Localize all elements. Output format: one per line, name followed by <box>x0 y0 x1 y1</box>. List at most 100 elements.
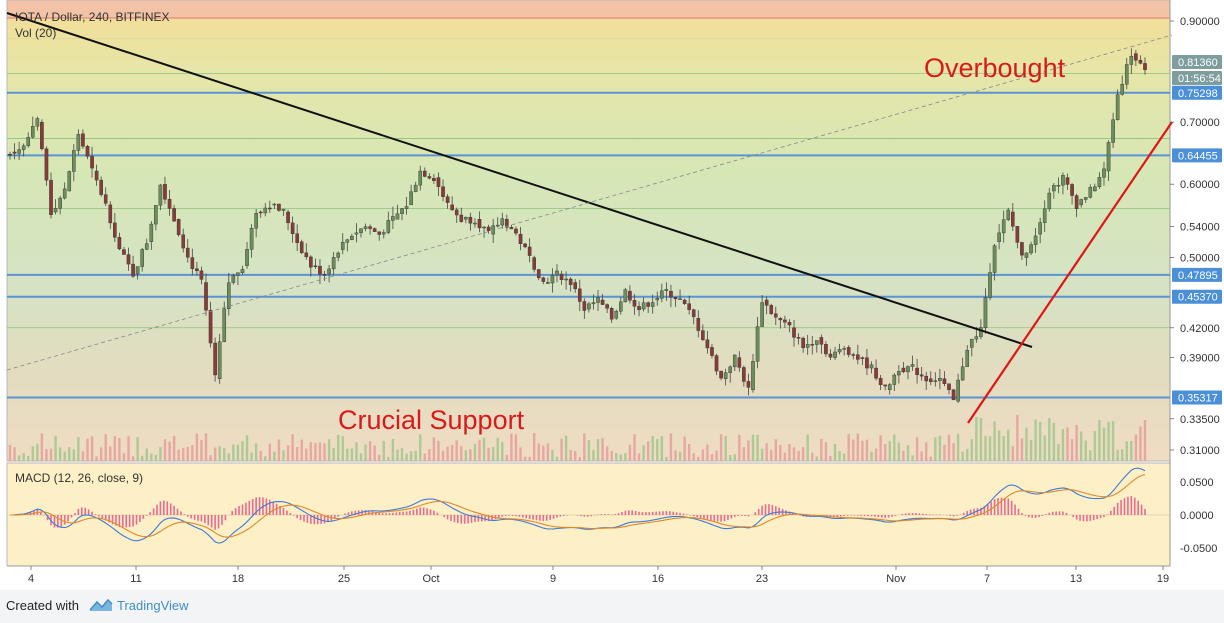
macd-hist-bar <box>1072 515 1075 518</box>
macd-hist-bar <box>77 508 80 515</box>
candle <box>1079 198 1083 208</box>
volume-bar <box>988 436 992 461</box>
macd-hist-bar <box>843 515 845 516</box>
macd-hist-bar <box>891 515 893 517</box>
candle <box>473 218 477 228</box>
volume-bar <box>683 436 686 461</box>
macd-hist-bar <box>508 515 510 516</box>
candle <box>167 190 172 216</box>
support-resistance-lines <box>7 91 1170 399</box>
price-tick-label: 0.39000 <box>1180 353 1220 365</box>
macd-hist-bar <box>333 515 336 519</box>
volume-bar <box>150 453 153 461</box>
volume-bar <box>934 437 937 461</box>
candle <box>272 202 277 209</box>
volume-bar <box>523 456 527 461</box>
volume-bar <box>455 440 458 461</box>
candle <box>664 282 669 301</box>
macd-hist-bar <box>733 515 736 517</box>
candle <box>290 216 295 243</box>
candle <box>363 223 368 232</box>
volume-bar <box>332 447 335 461</box>
candle <box>505 214 509 232</box>
macd-hist-bar <box>952 515 955 517</box>
volume-bar <box>660 436 664 461</box>
volume-bar <box>1134 434 1138 461</box>
volume-bar <box>309 442 313 461</box>
volume-bar <box>1061 428 1065 461</box>
macd-hist-bar <box>788 511 791 515</box>
volume-bar <box>815 456 819 461</box>
candle <box>135 266 140 280</box>
volume-bar <box>1125 441 1128 461</box>
macd-hist-bar <box>207 515 210 526</box>
candle <box>1047 187 1052 212</box>
macd-hist-bar <box>60 515 63 527</box>
volume-bar <box>906 445 910 461</box>
macd-hist-bar <box>963 512 965 515</box>
volume-bar <box>642 445 645 461</box>
volume-bar <box>1057 444 1060 461</box>
candle <box>1056 177 1061 194</box>
macd-hist-bar <box>658 511 661 515</box>
candle <box>536 269 541 281</box>
tradingview-link[interactable]: TradingView <box>117 598 189 613</box>
macd-hist-bar <box>911 512 914 515</box>
volume-bar <box>505 454 509 461</box>
volume-bar <box>314 442 317 461</box>
candle <box>1001 210 1006 243</box>
volume-bar <box>1084 440 1087 461</box>
macd-hist-bar <box>402 511 404 515</box>
price-tick-label: 0.54000 <box>1180 222 1220 234</box>
volume-bar <box>956 433 960 461</box>
volume-bar <box>701 449 705 461</box>
volume-bar <box>177 449 180 461</box>
candle <box>851 352 856 360</box>
macd-hist-bar <box>279 505 281 515</box>
volume-bar <box>163 439 167 461</box>
macd-hist-bar <box>501 515 504 517</box>
volume-bar <box>378 454 381 461</box>
volume-bar <box>838 451 841 461</box>
candle <box>655 291 660 306</box>
macd-hist-bar <box>498 515 500 519</box>
macd-hist-bar <box>436 512 439 515</box>
candle <box>236 272 240 286</box>
candle <box>295 224 299 251</box>
macd-hist-bar <box>699 515 702 519</box>
macd-hist-bar <box>446 515 449 520</box>
volume-bar <box>610 450 613 461</box>
volume-bar <box>191 445 194 461</box>
volume-bar <box>1130 440 1133 461</box>
macd-hist-bar <box>624 510 627 515</box>
candle <box>195 261 199 276</box>
volume-bar <box>592 449 595 461</box>
candle <box>1015 226 1020 249</box>
macd-hist-bar <box>621 511 623 515</box>
candle <box>359 228 363 238</box>
volume-bar <box>236 444 240 461</box>
volume-bar <box>697 456 700 461</box>
volume-bar <box>751 434 755 461</box>
volume-bar <box>724 436 727 461</box>
candle <box>299 239 304 255</box>
macd-hist-bar <box>1062 511 1064 515</box>
volume-bar <box>984 435 987 461</box>
macd-hist-bar <box>833 515 835 518</box>
volume-bar <box>637 453 641 461</box>
candle <box>564 271 568 290</box>
candlesticks <box>8 48 1147 404</box>
candle <box>427 173 432 180</box>
price-tick-label: 0.42000 <box>1180 323 1220 335</box>
candle <box>368 224 372 235</box>
volume-bar <box>259 450 262 461</box>
macd-hist-bar <box>1082 515 1085 522</box>
volume-bar <box>414 450 417 461</box>
macd-hist-bar <box>648 512 651 515</box>
volume-bar <box>651 436 654 461</box>
volume-bar <box>943 444 946 461</box>
macd-hist-bar <box>477 515 480 522</box>
volume-bar <box>656 438 659 461</box>
volume-bar <box>54 435 57 461</box>
volume-bar <box>387 456 390 461</box>
